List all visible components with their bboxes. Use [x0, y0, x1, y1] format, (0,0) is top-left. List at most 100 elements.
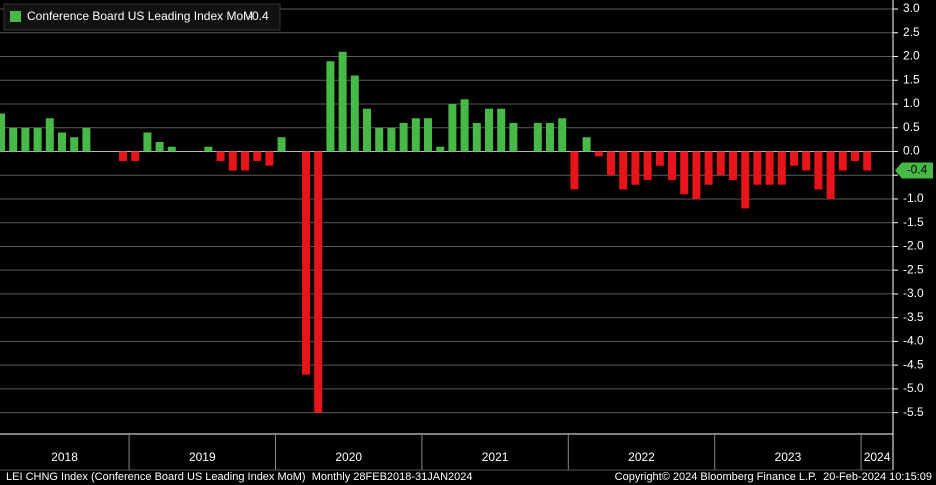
bar: [838, 151, 847, 171]
bar: [253, 151, 262, 161]
bar: [680, 151, 689, 195]
bar: [509, 122, 518, 152]
legend-value: -0.4: [248, 9, 269, 23]
bar: [314, 151, 323, 413]
y-tick-label: 0.0: [903, 144, 920, 158]
legend-box: [3, 3, 281, 31]
bar: [790, 151, 798, 166]
y-tick-label: -2.0: [903, 239, 924, 253]
bar: [826, 151, 835, 199]
bar: [216, 151, 225, 161]
last-value-tag: [895, 162, 933, 179]
bar: [302, 151, 310, 375]
bar: [582, 137, 591, 152]
y-tick-label: -1.0: [903, 191, 924, 205]
footer-right: Copyright© 2024 Bloomberg Finance L.P. 2…: [615, 471, 932, 483]
y-tick-label: -4.0: [903, 334, 924, 348]
bar: [387, 127, 396, 152]
bar: [82, 127, 91, 152]
legend-swatch: [10, 11, 21, 22]
bar: [607, 151, 615, 176]
x-tick-label: 2024: [864, 450, 891, 464]
bar: [619, 151, 628, 190]
y-tick-label: 0.5: [903, 120, 920, 134]
bar: [131, 151, 140, 161]
bar: [277, 137, 286, 152]
y-tick-label: 3.0: [903, 1, 920, 15]
bar: [155, 141, 164, 152]
bar: [472, 122, 481, 152]
y-tick-label: 1.5: [903, 72, 920, 86]
last-value-label: -0.4: [907, 163, 928, 177]
bar: [167, 146, 176, 152]
bar: [594, 151, 603, 157]
y-tick-label: -4.5: [903, 357, 924, 371]
legend: Conference Board US Leading Index MoM -0…: [3, 3, 281, 31]
x-tick-label: 2019: [189, 450, 216, 464]
bar: [570, 151, 579, 190]
bar: [448, 103, 457, 152]
bar: [21, 127, 30, 152]
bar: [485, 108, 493, 152]
bar: [777, 151, 786, 185]
bar: [70, 137, 79, 152]
bar: [399, 122, 408, 152]
bar: [228, 151, 237, 171]
bar: [668, 151, 676, 180]
x-tick-label: 2022: [628, 450, 655, 464]
bar: [497, 108, 506, 152]
y-tick-label: -5.5: [903, 405, 924, 419]
bar: [741, 151, 750, 209]
bar: [375, 127, 384, 152]
bar: [265, 151, 274, 166]
x-tick-label: 2021: [482, 450, 509, 464]
y-tick-label: -5.0: [903, 381, 924, 395]
bar: [9, 127, 18, 152]
bar: [546, 122, 554, 152]
bar: [58, 132, 66, 152]
bar: [655, 151, 664, 166]
x-tick-label: 2023: [775, 450, 802, 464]
y-tick-label: -2.5: [903, 262, 924, 276]
bar: [558, 118, 567, 152]
bar: [143, 132, 152, 152]
bar: [460, 99, 469, 152]
bar: [338, 51, 347, 152]
bar: [436, 146, 445, 152]
bar: [350, 75, 359, 152]
y-tick-label: 2.5: [903, 25, 920, 39]
y-tick-label: 2.0: [903, 49, 920, 63]
bar: [765, 151, 774, 185]
y-tick-label: -3.5: [903, 310, 924, 324]
x-tick-label: 2020: [335, 450, 362, 464]
bar: [0, 113, 5, 152]
legend-label: Conference Board US Leading Index MoM: [27, 9, 253, 23]
y-tick-label: -3.0: [903, 286, 924, 300]
bar: [363, 108, 371, 152]
bar: [753, 151, 762, 185]
bar: [45, 118, 54, 152]
footer-left: LEI CHNG Index (Conference Board US Lead…: [6, 471, 473, 483]
bar: [863, 151, 872, 171]
bar: [411, 118, 420, 152]
bar: [241, 151, 249, 171]
x-tick-label: 2018: [51, 450, 78, 464]
bar: [204, 146, 213, 152]
bar: [851, 151, 859, 161]
bar: [326, 61, 335, 152]
bar: [729, 151, 737, 180]
bar: [814, 151, 823, 190]
bar: [802, 151, 811, 171]
bar: [33, 127, 42, 152]
bar: [643, 151, 652, 180]
bar: [704, 151, 713, 185]
y-tick-label: -1.5: [903, 215, 924, 229]
bar: [424, 118, 432, 152]
bar: [631, 151, 640, 185]
y-tick-label: 1.0: [903, 96, 920, 110]
bar: [692, 151, 701, 199]
bar: [119, 151, 127, 161]
